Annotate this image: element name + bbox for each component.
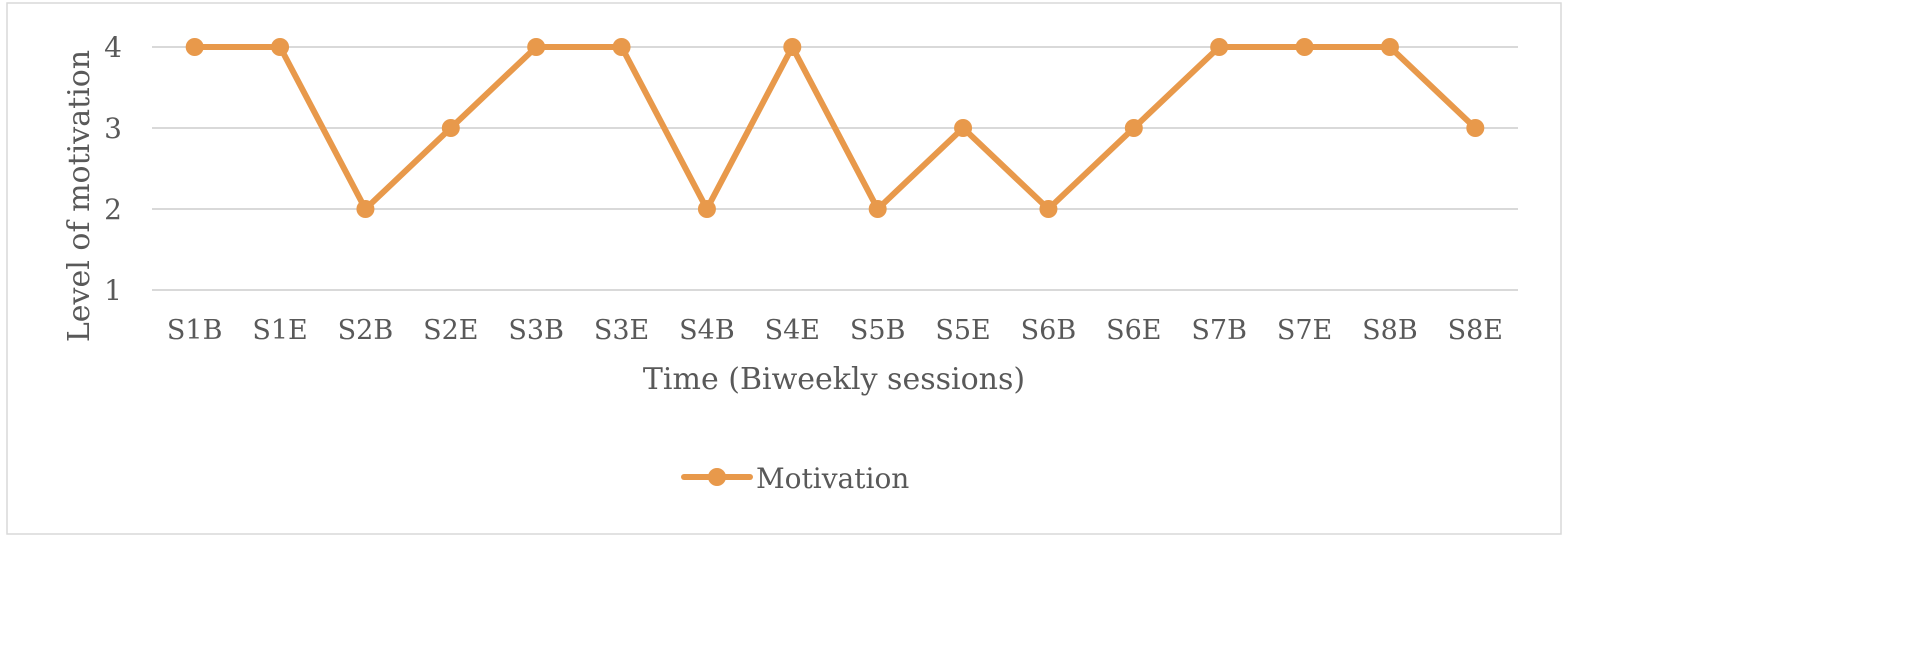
data-point xyxy=(527,38,546,56)
x-tick-label: S1B xyxy=(167,315,223,346)
data-point xyxy=(783,38,802,56)
x-tick-label: S2E xyxy=(423,315,478,346)
data-point xyxy=(1380,38,1399,56)
x-axis-title: Time (Biweekly sessions) xyxy=(643,362,1025,397)
data-point xyxy=(1466,119,1485,137)
series-line xyxy=(191,44,1479,212)
y-tick-labels: 1 2 3 4 xyxy=(104,31,122,307)
data-point xyxy=(954,119,973,137)
x-tick-labels: S1B S1E S2B S2E S3B S3E S4B S4E S5B S5E S6B S6E S7B S… xyxy=(167,315,1503,346)
data-point xyxy=(356,200,375,218)
data-point xyxy=(1295,38,1314,56)
x-tick-label: S7E xyxy=(1277,315,1332,346)
data-point xyxy=(612,38,631,56)
x-tick-label: S5B xyxy=(850,315,906,346)
legend-marker-swatch xyxy=(708,468,726,486)
y-axis-title: Level of motivation xyxy=(62,50,97,342)
data-point xyxy=(868,200,887,218)
x-tick-label: S5E xyxy=(935,315,990,346)
x-tick-label: S1E xyxy=(252,315,307,346)
legend: Motivation xyxy=(681,462,909,495)
data-point xyxy=(1039,200,1058,218)
y-tick-label: 3 xyxy=(104,112,122,145)
legend-label-motivation: Motivation xyxy=(756,462,909,495)
chart-container: 1 2 3 4 S1B S1E S2B S2E S3B S3E S4B S4E S5B S5E S6B S6… xyxy=(6,2,1562,535)
chart-border xyxy=(6,2,1562,535)
data-point xyxy=(441,119,460,137)
data-point xyxy=(697,200,716,218)
y-tick-label: 4 xyxy=(104,31,122,64)
x-tick-label: S3B xyxy=(508,315,564,346)
data-point xyxy=(185,38,204,56)
x-tick-label: S4B xyxy=(679,315,735,346)
x-tick-label: S4E xyxy=(765,315,820,346)
x-tick-label: S7B xyxy=(1191,315,1247,346)
x-tick-label: S2B xyxy=(338,315,394,346)
y-tick-label: 1 xyxy=(104,274,122,307)
x-tick-label: S8E xyxy=(1448,315,1503,346)
y-tick-label: 2 xyxy=(104,193,122,226)
x-tick-label: S3E xyxy=(594,315,649,346)
data-point xyxy=(1210,38,1229,56)
series-motivation xyxy=(185,38,1485,218)
data-point xyxy=(271,38,290,56)
x-tick-label: S6E xyxy=(1106,315,1161,346)
x-tick-label: S8B xyxy=(1362,315,1418,346)
line-chart: 1 2 3 4 S1B S1E S2B S2E S3B S3E S4B S4E S5B S5E S6B S6… xyxy=(6,2,1562,535)
data-point xyxy=(1124,119,1143,137)
x-tick-label: S6B xyxy=(1021,315,1077,346)
